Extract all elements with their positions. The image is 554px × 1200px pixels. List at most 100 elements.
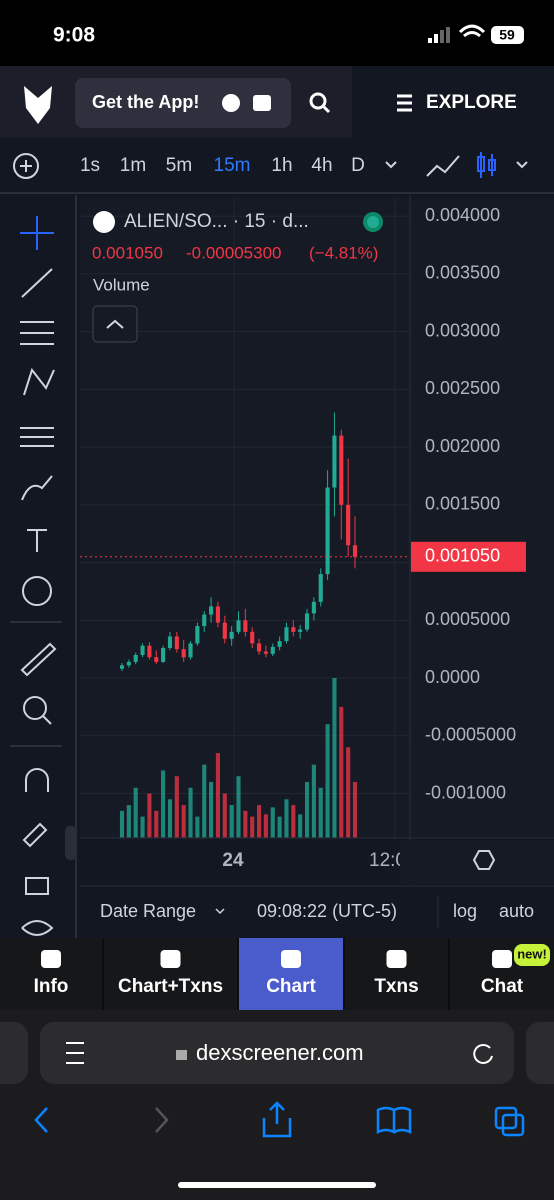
candle-body — [352, 545, 358, 557]
volume-bar — [304, 781, 310, 838]
volume-bar — [195, 816, 200, 838]
candle-body — [263, 651, 268, 654]
log-toggle[interactable]: log — [453, 901, 477, 921]
collapse-legend[interactable] — [92, 305, 138, 343]
token-icon — [93, 211, 115, 233]
address-bar[interactable] — [40, 1022, 514, 1084]
candle-body — [147, 645, 152, 658]
volume-bar — [284, 799, 289, 838]
collapse-handle[interactable] — [65, 826, 77, 860]
tab-icon — [281, 950, 301, 968]
legend-change: -0.00005300 — [186, 243, 281, 262]
volume-bar — [154, 810, 159, 838]
candle-body — [304, 613, 310, 630]
volume-bar — [209, 781, 214, 838]
volume-bar — [243, 810, 248, 838]
candle-body — [325, 487, 330, 575]
candle-body — [126, 661, 131, 666]
timeframe[interactable]: 5m — [166, 155, 192, 176]
candle-body — [243, 620, 248, 632]
tab[interactable] — [104, 938, 237, 1010]
symbol: ALIEN/SO... · 15 · d... — [124, 211, 309, 232]
timeframe[interactable]: 1s — [80, 155, 100, 176]
candle-body — [188, 643, 193, 658]
candle-body — [277, 641, 282, 647]
x-tick-label: 24 — [222, 850, 244, 871]
y-tick-label: 0.0000 — [425, 667, 480, 687]
tab-icon — [492, 950, 512, 968]
candle-body — [215, 606, 220, 623]
android-icon — [253, 95, 271, 111]
toolbar — [0, 138, 554, 193]
date-range[interactable]: Date Range — [100, 901, 196, 921]
volume-bar — [311, 764, 316, 838]
logo[interactable] — [24, 86, 52, 124]
timeframe[interactable]: 1h — [271, 155, 292, 176]
legend-price: 0.001050 — [92, 243, 163, 262]
drawing-tools — [0, 195, 75, 938]
explore-label: EXPLORE — [426, 92, 517, 113]
volume-bar — [332, 678, 337, 838]
timezone[interactable]: 09:08:22 (UTC-5) — [257, 901, 397, 921]
candle-body — [332, 435, 337, 488]
legend-change-pct: (−4.81%) — [309, 243, 378, 262]
dropdown-arrows[interactable] — [385, 161, 528, 169]
y-tick-label: 0.0005000 — [425, 609, 510, 629]
get-app-button[interactable] — [75, 78, 291, 128]
timeframe[interactable]: 1m — [120, 155, 146, 176]
badge — [514, 944, 550, 966]
candle-body — [222, 622, 227, 639]
tab[interactable] — [239, 938, 343, 1010]
candle-body — [119, 665, 125, 669]
tab-icon — [386, 950, 407, 968]
browser-nav[interactable] — [34, 1101, 525, 1138]
last-price-label: 0.001050 — [425, 546, 500, 566]
y-tick-label: 0.001500 — [425, 494, 500, 514]
y-tick-label: 0.004000 — [425, 205, 500, 225]
y-tick-label: 0.003000 — [425, 320, 500, 340]
line-chart-icon[interactable] — [426, 155, 460, 177]
explore-button[interactable] — [352, 66, 554, 138]
settings-icon[interactable] — [472, 850, 496, 870]
tool-icons[interactable] — [20, 216, 57, 936]
add-symbol[interactable] — [13, 153, 39, 179]
y-tick-label: -0.0005000 — [425, 725, 516, 745]
timeframe[interactable]: 4h — [311, 155, 332, 176]
volume-bar — [339, 706, 344, 838]
candle-icon[interactable] — [477, 152, 496, 178]
tab-label: Chart+Txns — [118, 976, 223, 997]
volume-bar — [263, 814, 268, 838]
y-tick-label: 0.002000 — [425, 436, 500, 456]
volume-bar — [126, 805, 131, 838]
timeframe[interactable]: D — [351, 155, 365, 176]
wifi — [458, 24, 486, 38]
reload[interactable] — [473, 1043, 493, 1064]
status-bar — [0, 0, 554, 66]
volume-bar — [346, 747, 351, 838]
volume-bar — [133, 787, 138, 838]
tab[interactable] — [0, 938, 102, 1010]
candle-body — [339, 435, 344, 505]
battery — [491, 26, 524, 44]
auto-toggle[interactable]: auto — [499, 901, 534, 921]
tab[interactable] — [345, 938, 448, 1010]
candle-body — [270, 646, 275, 654]
candle-body — [318, 574, 323, 602]
candle-body — [174, 636, 179, 650]
volume-bar — [119, 810, 125, 838]
chart-footer — [80, 886, 554, 938]
volume-bar — [257, 805, 262, 838]
battery-level: 59 — [499, 27, 515, 43]
candle-body — [284, 627, 289, 642]
volume-bar — [215, 753, 220, 838]
y-tick-label: -0.001000 — [425, 782, 506, 802]
volume-bar — [298, 814, 303, 838]
search-icon[interactable] — [309, 92, 327, 110]
volume-bar — [291, 805, 296, 838]
candle-body — [202, 614, 207, 627]
timeframe[interactable]: 15m — [214, 155, 251, 176]
tab-icon — [160, 950, 181, 968]
candle-body — [195, 626, 200, 644]
volume-bar — [140, 816, 145, 838]
